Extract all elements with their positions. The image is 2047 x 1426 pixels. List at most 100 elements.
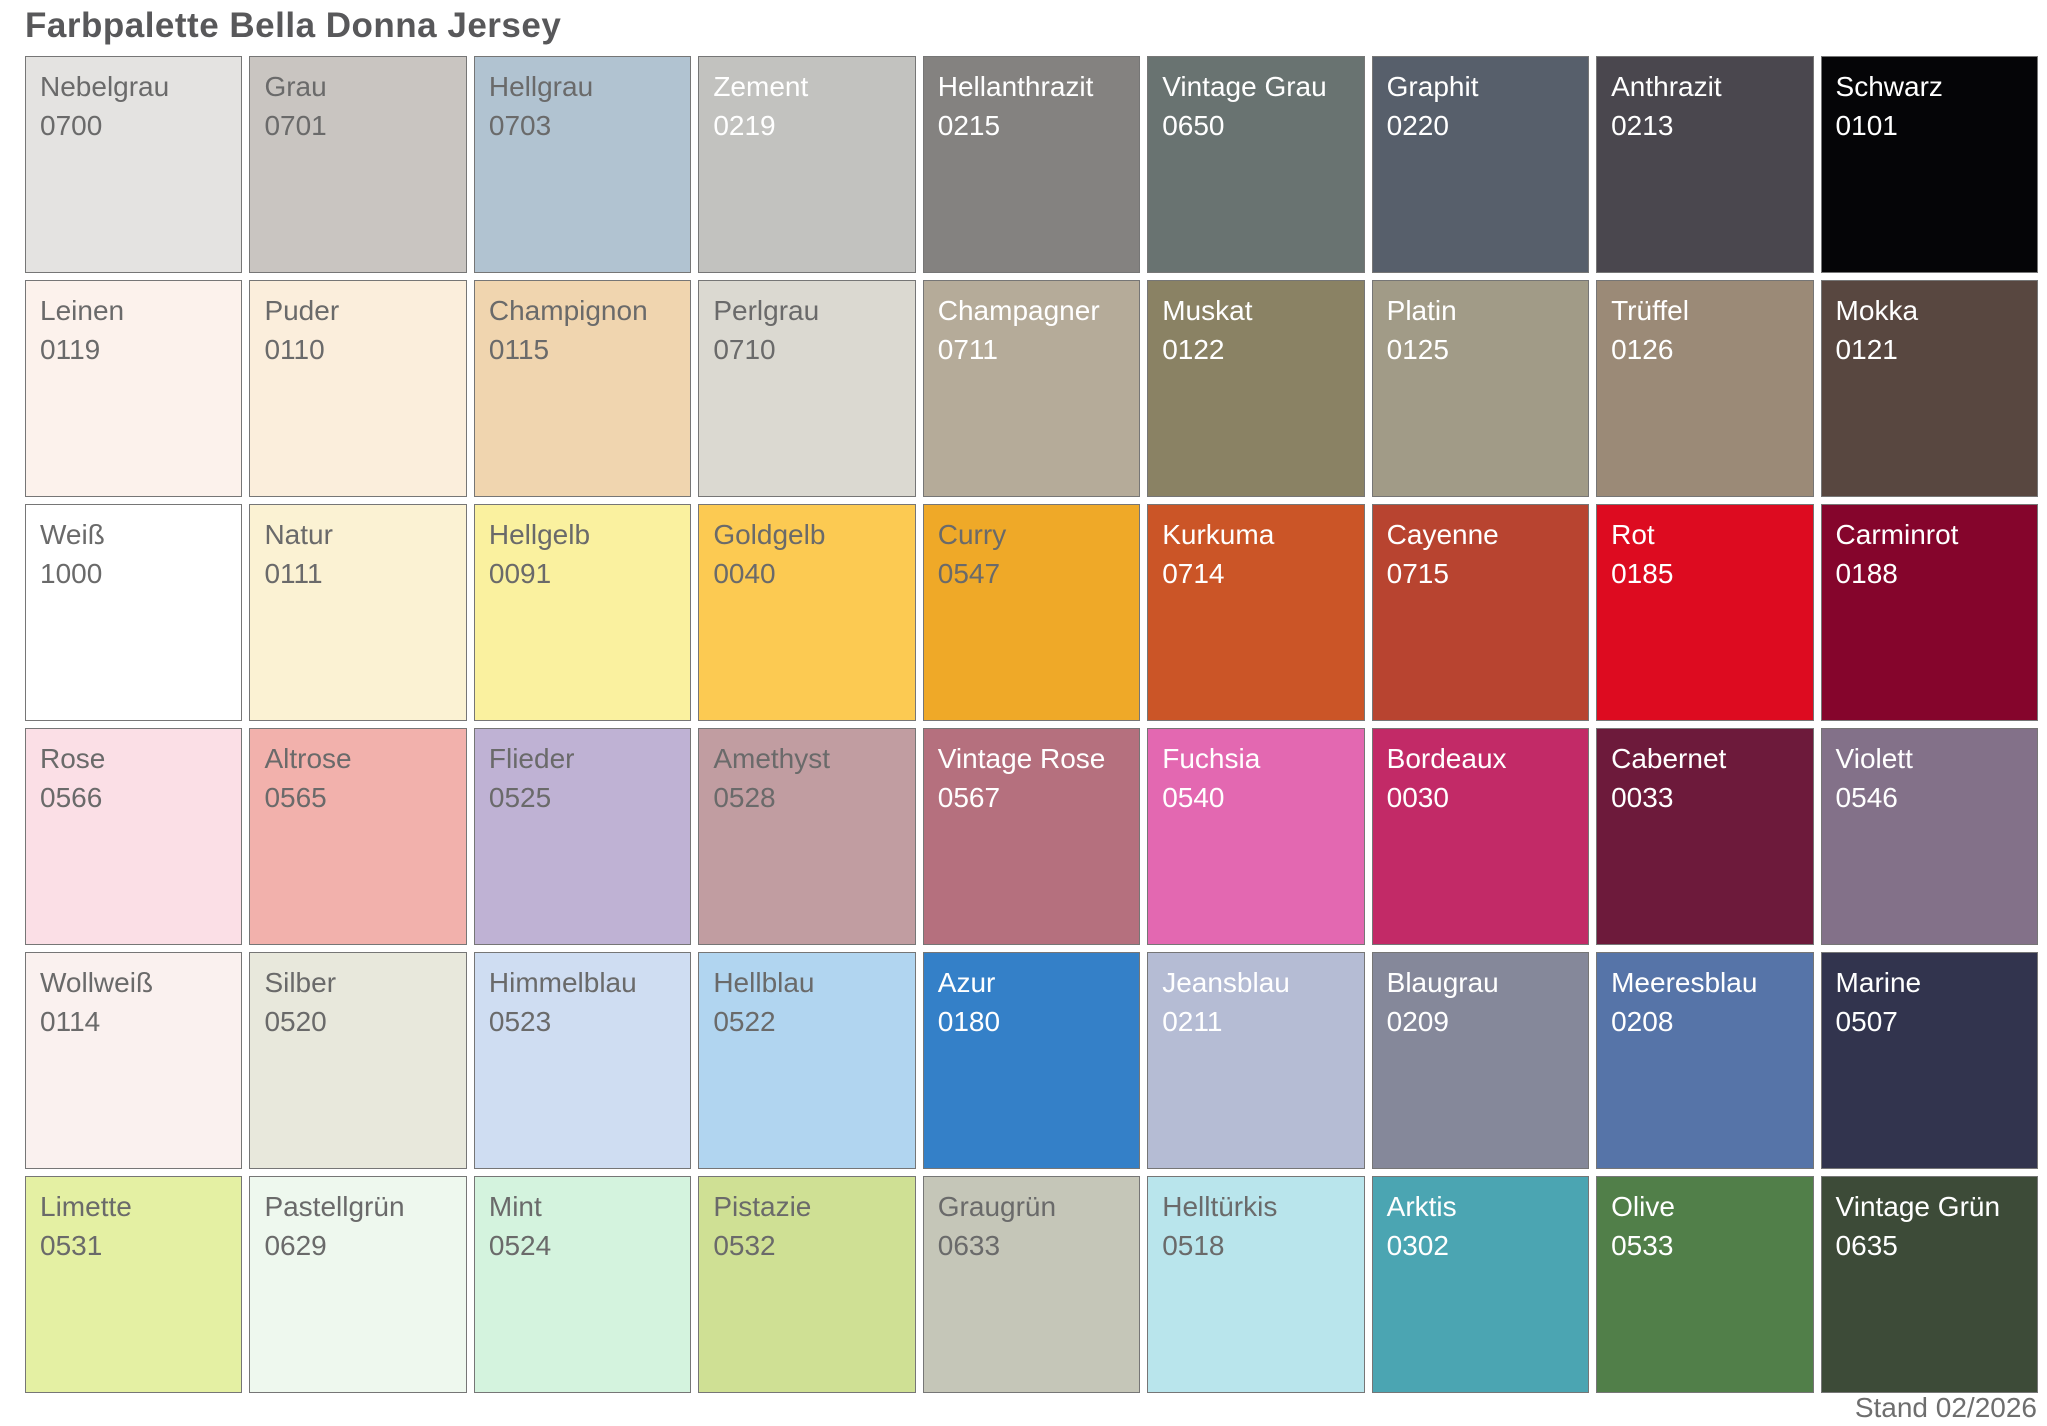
swatch-code: 0215 bbox=[937, 110, 1001, 141]
swatch-name: Schwarz bbox=[1835, 71, 1943, 102]
color-swatch-0520: Silber 0520 bbox=[249, 952, 467, 1169]
color-swatch-0711: Champagner 0711 bbox=[922, 280, 1141, 497]
swatch-code: 0119 bbox=[40, 334, 101, 365]
swatch-code: 0524 bbox=[488, 1230, 552, 1261]
swatch-code: 0111 bbox=[264, 558, 323, 589]
swatch-code: 0030 bbox=[1386, 782, 1449, 813]
swatch-name: Altrose bbox=[264, 743, 352, 774]
swatch-name: Flieder bbox=[488, 743, 575, 774]
swatch-name: Zement bbox=[713, 71, 809, 102]
color-swatch-0701: Grau 0701 bbox=[249, 56, 467, 273]
color-swatch-0122: Muskat 0122 bbox=[1147, 280, 1365, 497]
swatch-code: 0188 bbox=[1835, 558, 1898, 589]
swatch-code: 0520 bbox=[264, 1006, 327, 1037]
swatch-code: 0528 bbox=[713, 782, 776, 813]
swatch-code: 0125 bbox=[1386, 334, 1449, 365]
swatch-name: Mokka bbox=[1835, 295, 1919, 326]
color-swatch-0518: Helltürkis 0518 bbox=[1147, 1176, 1365, 1393]
swatch-code: 0114 bbox=[40, 1006, 101, 1037]
swatch-code: 0220 bbox=[1386, 110, 1449, 141]
swatch-name: Trüffel bbox=[1611, 295, 1689, 326]
color-swatch-0040: Goldgelb 0040 bbox=[698, 504, 916, 721]
color-swatch-0532: Pistazie 0532 bbox=[698, 1176, 916, 1393]
color-swatch-1000: Weiß 1000 bbox=[25, 504, 243, 721]
swatch-code: 0122 bbox=[1162, 334, 1225, 365]
swatch-code: 0635 bbox=[1835, 1230, 1898, 1261]
swatch-name: Rose bbox=[40, 743, 106, 774]
swatch-code: 0533 bbox=[1611, 1230, 1674, 1261]
color-swatch-0126: Trüffel 0126 bbox=[1596, 280, 1814, 497]
swatch-code: 0525 bbox=[488, 782, 552, 813]
swatch-name: Cabernet bbox=[1611, 743, 1727, 774]
swatch-name: Rot bbox=[1611, 519, 1655, 550]
swatch-name: Pastellgrün bbox=[264, 1191, 405, 1222]
swatch-name: Leinen bbox=[40, 295, 125, 326]
color-swatch-0215: Hellanthrazit 0215 bbox=[922, 56, 1141, 273]
color-swatch-0114: Wollweiß 0114 bbox=[25, 952, 243, 1169]
swatch-name: Bordeaux bbox=[1386, 743, 1507, 774]
swatch-name: Limette bbox=[40, 1191, 132, 1222]
swatch-code: 0302 bbox=[1386, 1230, 1449, 1261]
swatch-name: Anthrazit bbox=[1611, 71, 1722, 102]
swatch-name: Nebelgrau bbox=[40, 71, 170, 102]
swatch-code: 0185 bbox=[1611, 558, 1674, 589]
swatch-name: Hellblau bbox=[713, 967, 815, 998]
color-swatch-0531: Limette 0531 bbox=[25, 1176, 243, 1393]
color-swatch-0524: Mint 0524 bbox=[473, 1176, 692, 1393]
color-swatch-0121: Mokka 0121 bbox=[1820, 280, 2038, 497]
swatch-name: Cayenne bbox=[1386, 519, 1499, 550]
swatch-name: Puder bbox=[264, 295, 340, 326]
color-swatch-0213: Anthrazit 0213 bbox=[1596, 56, 1814, 273]
color-swatch-0567: Vintage Rose 0567 bbox=[922, 728, 1141, 945]
swatch-code: 0121 bbox=[1835, 334, 1898, 365]
swatch-name: Marine bbox=[1835, 967, 1922, 998]
swatch-code: 0507 bbox=[1835, 1006, 1898, 1037]
swatch-name: Azur bbox=[937, 967, 996, 998]
swatch-code: 0091 bbox=[488, 558, 552, 589]
swatch-name: Hellanthrazit bbox=[937, 71, 1094, 102]
color-swatch-0219: Zement 0219 bbox=[698, 56, 916, 273]
swatch-name: Vintage Grün bbox=[1835, 1191, 2001, 1222]
color-swatch-0030: Bordeaux 0030 bbox=[1371, 728, 1590, 945]
color-swatch-0209: Blaugrau 0209 bbox=[1371, 952, 1590, 1169]
swatch-code: 0532 bbox=[713, 1230, 776, 1261]
color-swatch-0703: Hellgrau 0703 bbox=[473, 56, 692, 273]
swatch-code: 0703 bbox=[488, 110, 552, 141]
color-swatch-0547: Curry 0547 bbox=[922, 504, 1141, 721]
color-swatch-0533: Olive 0533 bbox=[1596, 1176, 1814, 1393]
color-swatch-0635: Vintage Grün 0635 bbox=[1820, 1176, 2038, 1393]
swatch-code: 0523 bbox=[488, 1006, 552, 1037]
color-swatch-0700: Nebelgrau 0700 bbox=[25, 56, 243, 273]
swatch-code: 0566 bbox=[40, 782, 103, 813]
color-swatch-0110: Puder 0110 bbox=[249, 280, 467, 497]
swatch-code: 0219 bbox=[713, 110, 776, 141]
swatch-code: 0115 bbox=[488, 334, 550, 365]
swatch-name: Platin bbox=[1386, 295, 1457, 326]
swatch-code: 0546 bbox=[1835, 782, 1898, 813]
color-swatch-0566: Rose 0566 bbox=[25, 728, 243, 945]
swatch-name: Grau bbox=[264, 71, 327, 102]
swatch-name: Graugrün bbox=[937, 1191, 1057, 1222]
color-swatch-0091: Hellgelb 0091 bbox=[473, 504, 692, 721]
swatch-code: 0208 bbox=[1611, 1006, 1674, 1037]
swatch-name: Blaugrau bbox=[1386, 967, 1499, 998]
swatch-code: 0101 bbox=[1835, 110, 1898, 141]
swatch-code: 0180 bbox=[937, 1006, 1001, 1037]
swatch-code: 0213 bbox=[1611, 110, 1674, 141]
color-swatch-0546: Violett 0546 bbox=[1820, 728, 2038, 945]
swatch-code: 0040 bbox=[713, 558, 776, 589]
color-swatch-0650: Vintage Grau 0650 bbox=[1147, 56, 1365, 273]
swatch-code: 0711 bbox=[937, 334, 998, 365]
color-swatch-0710: Perlgrau 0710 bbox=[698, 280, 916, 497]
color-swatch-0180: Azur 0180 bbox=[922, 952, 1141, 1169]
swatch-code: 0650 bbox=[1162, 110, 1225, 141]
swatch-name: Champagner bbox=[937, 295, 1100, 326]
color-swatch-0220: Graphit 0220 bbox=[1371, 56, 1590, 273]
swatch-name: Kurkuma bbox=[1162, 519, 1275, 550]
palette-grid: Nebelgrau 0700 Grau 0701 Hellgrau 0703 Zement 0… bbox=[25, 56, 2038, 1393]
swatch-code: 0710 bbox=[713, 334, 776, 365]
swatch-code: 0701 bbox=[264, 110, 327, 141]
color-swatch-0540: Fuchsia 0540 bbox=[1147, 728, 1365, 945]
color-swatch-0211: Jeansblau 0211 bbox=[1147, 952, 1365, 1169]
